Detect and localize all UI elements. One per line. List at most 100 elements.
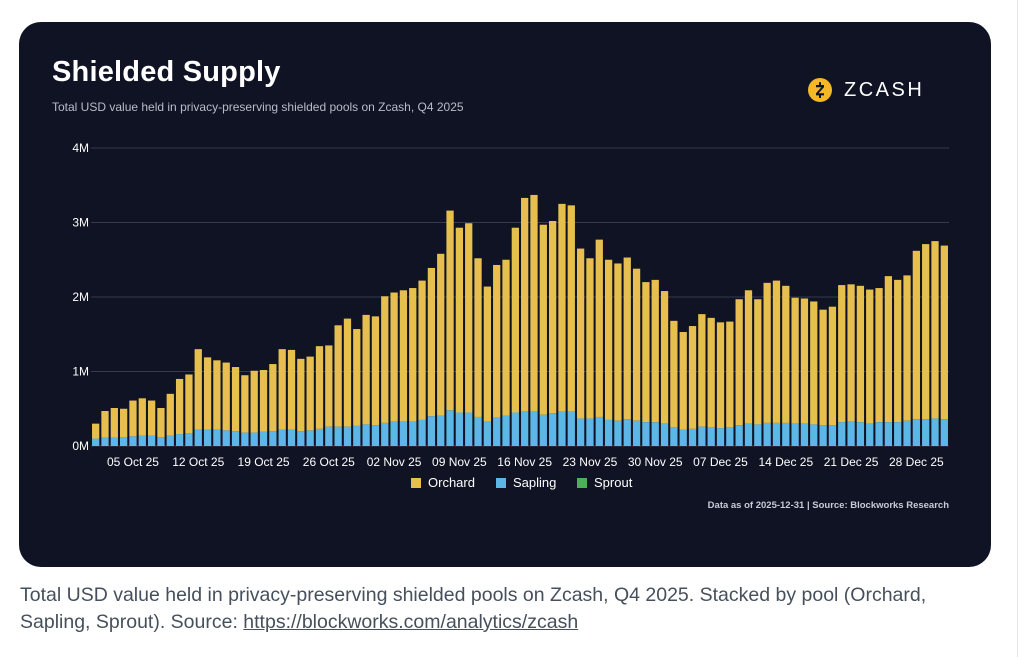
y-tick-label: 2M bbox=[72, 290, 89, 304]
bar-sapling bbox=[231, 431, 240, 446]
bar-sapling bbox=[679, 429, 687, 446]
bar-orchard bbox=[343, 318, 352, 427]
bar-sapling bbox=[381, 422, 389, 446]
bar-orchard bbox=[306, 356, 314, 431]
bar-sapling bbox=[912, 419, 920, 446]
bar-orchard bbox=[735, 299, 743, 426]
bar-orchard bbox=[875, 288, 883, 423]
bar-sapling bbox=[670, 427, 678, 446]
bar-sapling bbox=[604, 419, 613, 446]
bar-orchard bbox=[623, 257, 631, 420]
bar-orchard bbox=[371, 316, 380, 426]
bar-sapling bbox=[315, 428, 324, 446]
legend-label-sprout: Sprout bbox=[594, 475, 633, 490]
bar-orchard bbox=[241, 375, 249, 433]
bar-sapling bbox=[595, 416, 603, 446]
bar-orchard bbox=[157, 408, 165, 438]
bar-sapling bbox=[511, 412, 519, 446]
bar-sapling bbox=[567, 411, 575, 446]
bar-orchard bbox=[763, 282, 771, 423]
bar-orchard bbox=[866, 289, 874, 424]
bar-sapling bbox=[586, 418, 594, 446]
bar-orchard bbox=[120, 408, 128, 438]
bar-orchard bbox=[511, 227, 519, 413]
chart-subtitle: Total USD value held in privacy-preservi… bbox=[52, 100, 464, 114]
bar-sapling bbox=[660, 423, 669, 446]
bar-orchard bbox=[558, 203, 566, 412]
bar-orchard bbox=[409, 288, 417, 422]
bar-orchard bbox=[297, 358, 305, 432]
bar-sapling bbox=[278, 429, 286, 446]
legend-swatch-sapling bbox=[496, 478, 506, 488]
x-tick-label: 21 Dec 25 bbox=[824, 455, 879, 469]
bar-orchard bbox=[642, 282, 650, 423]
bar-sapling bbox=[353, 425, 361, 446]
bar-orchard bbox=[847, 284, 855, 422]
bar-sapling bbox=[147, 435, 156, 446]
bar-orchard bbox=[315, 346, 324, 429]
x-tick-label: 14 Dec 25 bbox=[758, 455, 813, 469]
bar-sapling bbox=[782, 422, 790, 446]
bar-sapling bbox=[549, 413, 557, 446]
chart-title: Shielded Supply bbox=[52, 56, 281, 88]
bar-sapling bbox=[371, 425, 380, 446]
x-tick-label: 02 Nov 25 bbox=[367, 455, 422, 469]
bar-orchard bbox=[287, 349, 296, 430]
bar-orchard bbox=[838, 285, 846, 423]
bar-sapling bbox=[866, 423, 874, 446]
source-link[interactable]: https://blockworks.com/analytics/zcash bbox=[243, 611, 579, 633]
x-tick-label: 30 Nov 25 bbox=[628, 455, 683, 469]
bar-sapling bbox=[530, 410, 538, 446]
bar-sapling bbox=[427, 416, 436, 446]
page-divider bbox=[1017, 0, 1018, 657]
bar-orchard bbox=[530, 194, 538, 411]
bar-orchard bbox=[782, 285, 790, 423]
bar-sapling bbox=[343, 426, 352, 446]
shielded-supply-chart: 0M 1M 2M 3M 4M 05 Oct 25 12 Oct 25 19 Oct 25 26 … bbox=[72, 141, 949, 490]
bar-sapling bbox=[287, 429, 296, 446]
bar-orchard bbox=[185, 374, 193, 434]
bar-orchard bbox=[651, 279, 659, 423]
bar-orchard bbox=[418, 280, 426, 420]
legend-swatch-sprout bbox=[577, 478, 587, 488]
bar-sapling bbox=[259, 431, 268, 446]
bar-orchard bbox=[521, 197, 529, 411]
bar-orchard bbox=[614, 263, 622, 421]
bar-sapling bbox=[698, 426, 706, 446]
bar-sapling bbox=[222, 430, 230, 446]
bar-orchard bbox=[856, 285, 865, 423]
bar-orchard bbox=[660, 291, 669, 424]
bar-sapling bbox=[399, 421, 408, 446]
bar-orchard bbox=[250, 370, 258, 433]
bar-orchard bbox=[567, 205, 575, 412]
bar-orchard bbox=[800, 298, 809, 424]
bar-orchard bbox=[381, 296, 389, 423]
bar-sapling bbox=[213, 429, 221, 446]
bar-orchard bbox=[194, 349, 202, 430]
bar-sapling bbox=[922, 419, 930, 446]
bar-orchard bbox=[269, 364, 277, 432]
bar-sapling bbox=[632, 420, 641, 446]
bar-orchard bbox=[334, 325, 342, 427]
bar-sapling bbox=[791, 423, 799, 446]
bar-sapling bbox=[138, 435, 146, 446]
legend-label-sapling: Sapling bbox=[513, 475, 556, 490]
bar-orchard bbox=[129, 400, 137, 437]
bar-orchard bbox=[894, 279, 902, 423]
bar-orchard bbox=[493, 264, 501, 418]
bar-orchard bbox=[903, 275, 911, 421]
bar-orchard bbox=[586, 258, 594, 419]
bar-orchard bbox=[726, 321, 734, 428]
bar-sapling bbox=[166, 435, 174, 446]
bar-sapling bbox=[92, 438, 100, 446]
legend-label-orchard: Orchard bbox=[428, 475, 475, 490]
bar-sapling bbox=[194, 429, 202, 446]
bar-sapling bbox=[642, 422, 650, 446]
bar-sapling bbox=[250, 432, 258, 446]
x-tick-label: 28 Dec 25 bbox=[889, 455, 944, 469]
bar-orchard bbox=[754, 299, 762, 425]
bar-orchard bbox=[912, 250, 920, 420]
bar-sapling bbox=[726, 427, 734, 446]
bar-orchard bbox=[474, 258, 482, 417]
bar-sapling bbox=[175, 434, 184, 446]
